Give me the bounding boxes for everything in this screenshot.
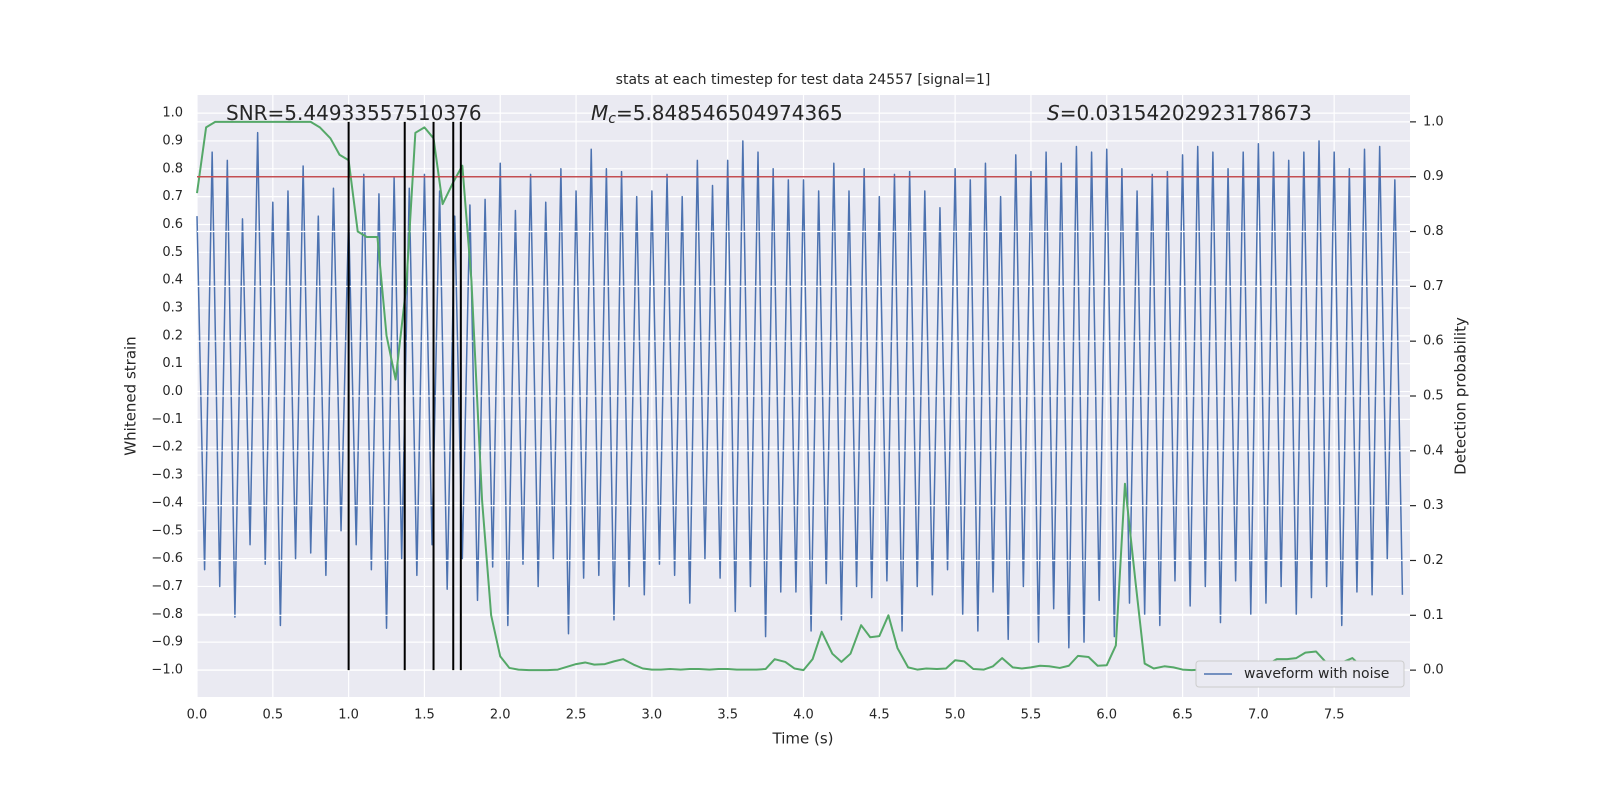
y-tick-label: 0.2 [162,328,183,343]
y-tick-label: −0.2 [151,440,183,455]
y-tick-label: 0.9 [162,133,183,148]
y2-tick-label: 0.7 [1423,279,1444,294]
x-tick-label: 1.0 [338,708,359,723]
x-tick-label: 5.5 [1021,708,1042,723]
annotation-value: =0.03154202923178673 [1060,101,1312,125]
y-tick-label: 0.6 [162,217,183,232]
y2-tick-label: 0.6 [1423,334,1444,349]
y-tick-label: −0.1 [151,412,183,427]
x-tick-label: 6.0 [1096,708,1117,723]
y2-axis-label: Detection probability [1452,317,1470,475]
y-tick-label: −0.5 [151,523,183,538]
y2-tick-label: 0.8 [1423,224,1444,239]
y2-tick-label: 0.9 [1423,169,1444,184]
annotation-symbol: S [1047,101,1060,125]
y-tick-label: 0.4 [162,273,183,288]
annotation-value: =5.848546504974365 [616,101,843,125]
x-tick-label: 4.0 [793,708,814,723]
y2-tick-label: 1.0 [1423,114,1444,129]
annotation: SNR=5.44933557510376 [226,101,482,125]
annotation-subscript: c [608,111,616,127]
y-tick-label: 0.5 [162,245,183,260]
y-tick-label: −0.8 [151,607,183,622]
y-tick-label: 0.1 [162,356,183,371]
annotation: S=0.03154202923178673 [1047,101,1312,125]
y-tick-label: 1.0 [162,106,183,121]
x-tick-label: 3.5 [717,708,738,723]
y2-tick-label: 0.0 [1423,663,1444,678]
x-tick-label: 3.0 [642,708,663,723]
x-tick-label: 2.5 [566,708,587,723]
x-tick-label: 0.5 [262,708,283,723]
x-axis-label: Time (s) [772,730,834,748]
x-tick-label: 7.5 [1324,708,1345,723]
y2-tick-label: 0.1 [1423,608,1444,623]
legend-box [1195,660,1405,688]
x-tick-label: 6.5 [1172,708,1193,723]
y-tick-label: −1.0 [151,662,183,677]
y-tick-label: 0.7 [162,189,183,204]
x-tick-label: 0.0 [187,708,208,723]
annotation-value: SNR=5.44933557510376 [226,101,482,125]
y-axis-label: Whitened strain [122,336,140,455]
y-tick-label: −0.7 [151,579,183,594]
legend-label: waveform with noise [1244,666,1389,682]
y-tick-label: 0.0 [162,384,183,399]
y-tick-label: −0.3 [151,468,183,483]
y-tick-label: −0.4 [151,495,183,510]
x-tick-label: 7.0 [1248,708,1269,723]
y-tick-label: −0.6 [151,551,183,566]
y-tick-label: 0.8 [162,161,183,176]
annotation: Mc=5.848546504974365 [591,101,843,128]
x-tick-label: 4.5 [869,708,890,723]
annotation-symbol: M [591,101,608,125]
chart-title: stats at each timestep for test data 245… [616,72,991,88]
x-tick-label: 5.0 [945,708,966,723]
y-tick-label: −0.9 [151,635,183,650]
y2-tick-label: 0.5 [1423,389,1444,404]
x-tick-label: 2.0 [490,708,511,723]
y2-tick-label: 0.2 [1423,553,1444,568]
y2-tick-label: 0.3 [1423,498,1444,513]
y2-tick-label: 0.4 [1423,443,1444,458]
x-tick-label: 1.5 [414,708,435,723]
y-tick-label: 0.3 [162,301,183,316]
